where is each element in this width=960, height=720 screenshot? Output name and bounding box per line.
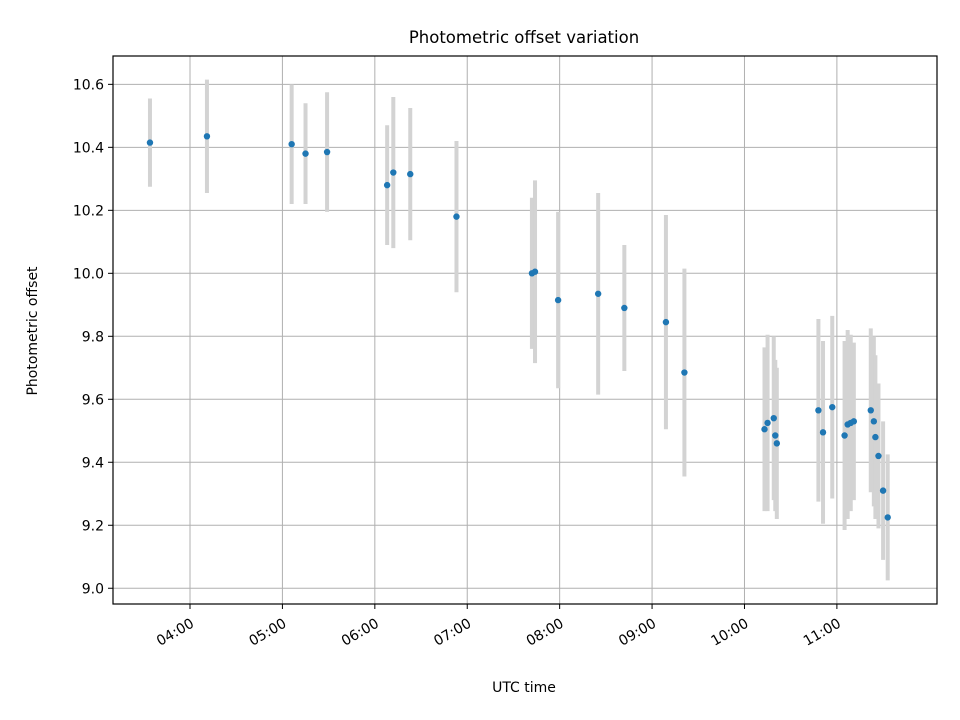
y-tick-label: 9.2	[82, 518, 104, 534]
data-point	[621, 304, 628, 312]
data-point	[761, 426, 768, 433]
data-point	[531, 268, 539, 275]
data-point	[594, 290, 602, 297]
data-point	[773, 440, 781, 447]
data-point	[764, 419, 771, 427]
x-axis-label: UTC time	[492, 680, 556, 696]
grid-lines	[113, 56, 937, 604]
data-point	[390, 169, 397, 176]
data-point	[203, 133, 211, 140]
data-point	[850, 418, 858, 425]
data-point	[870, 418, 878, 425]
y-axis-ticks: 9.0 9.2 9.4 9.6 9.8 10.0 10.2 10.4 10.6	[73, 77, 113, 597]
y-tick-label: 9.8	[82, 329, 104, 345]
y-tick-label: 10.4	[73, 140, 104, 156]
data-point	[872, 433, 879, 441]
data-point	[875, 452, 882, 460]
y-axis-label: Photometric offset	[25, 266, 41, 396]
data-point	[772, 432, 779, 439]
data-point	[323, 148, 331, 156]
data-point	[302, 150, 309, 157]
data-point	[884, 514, 891, 521]
data-point	[867, 407, 874, 414]
data-point	[288, 140, 295, 148]
data-point	[407, 170, 414, 178]
data-point	[146, 139, 154, 146]
plot-frame	[112, 55, 938, 605]
y-tick-label: 9.6	[82, 392, 104, 408]
data-point	[681, 369, 688, 376]
data-points	[146, 133, 891, 521]
y-tick-label: 9.4	[82, 455, 104, 471]
data-point	[829, 403, 836, 411]
data-point	[453, 213, 460, 220]
data-point	[554, 296, 562, 304]
data-point	[662, 318, 670, 326]
y-tick-label: 9.0	[82, 581, 104, 597]
y-tick-label: 10.6	[73, 77, 104, 93]
y-tick-label: 10.0	[73, 266, 104, 282]
data-point	[841, 432, 848, 439]
chart-title: Photometric offset variation	[409, 28, 639, 47]
y-tick-label: 10.2	[73, 203, 104, 219]
data-point	[770, 414, 777, 422]
data-point	[815, 407, 822, 414]
data-point	[383, 181, 391, 189]
data-point	[879, 487, 887, 494]
data-point	[819, 429, 827, 436]
